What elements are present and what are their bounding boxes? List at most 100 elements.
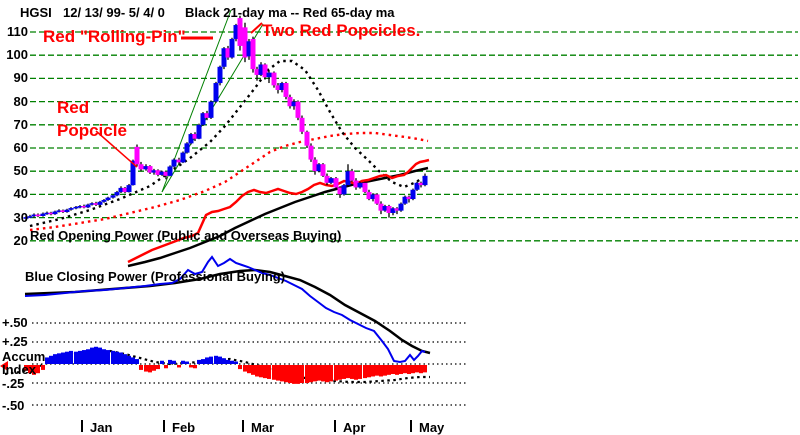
accum-bar xyxy=(214,355,218,364)
candle-body xyxy=(386,206,392,213)
month-tick-apr xyxy=(334,420,336,432)
candle-body xyxy=(44,212,50,215)
opening-power-line xyxy=(127,158,430,264)
accum-bar xyxy=(367,365,371,378)
candle-body xyxy=(35,214,41,217)
candle-body xyxy=(328,178,334,183)
candle-body xyxy=(262,64,268,78)
opening-power-label: Red Opening Power (Public and Overseas B… xyxy=(30,228,341,243)
candle-body xyxy=(362,182,368,193)
candle-body xyxy=(320,164,326,176)
accum-bar xyxy=(28,365,32,374)
accum-bar xyxy=(148,365,152,373)
candle-body xyxy=(159,171,165,175)
accum-bar xyxy=(379,365,383,377)
accum-bar xyxy=(399,365,403,375)
accum-bar xyxy=(317,365,321,381)
accum-bar xyxy=(57,353,61,364)
candle-body xyxy=(382,206,388,211)
candle-body xyxy=(275,85,281,90)
accum-bar xyxy=(209,356,213,364)
accum-bar xyxy=(160,360,164,364)
accum-bar xyxy=(230,360,234,364)
accum-bar xyxy=(284,365,288,383)
candle-body xyxy=(130,160,136,186)
price-tick-40: 40 xyxy=(14,186,28,201)
accum-bar xyxy=(346,365,350,379)
candle-body xyxy=(188,134,194,144)
accum-bar xyxy=(94,346,98,364)
candle-body xyxy=(225,48,231,58)
candle-body xyxy=(279,83,285,90)
accum-bar xyxy=(90,347,94,364)
candle-body xyxy=(221,48,227,67)
accum-bar xyxy=(98,347,102,364)
candle-body xyxy=(171,159,177,167)
accum-bar xyxy=(111,350,115,364)
indicator-line-layer xyxy=(0,9,431,384)
price-tick-80: 80 xyxy=(14,94,28,109)
accum-bar xyxy=(115,351,119,364)
candle-body xyxy=(167,166,173,176)
month-tick-mar xyxy=(242,420,244,432)
accum-bar xyxy=(403,365,407,374)
accum-bar xyxy=(371,365,375,377)
accum-bar xyxy=(82,350,86,364)
candle-body xyxy=(52,211,58,215)
accum-bar xyxy=(296,365,300,384)
accum-bar xyxy=(375,365,379,376)
accum-bar xyxy=(313,365,317,382)
month-tick-jan xyxy=(81,420,83,432)
accum-bar xyxy=(300,365,304,384)
candle-body xyxy=(398,203,404,211)
annotation-pointer-2 xyxy=(250,22,263,34)
candle-body xyxy=(105,197,111,200)
month-label-jan: Jan xyxy=(90,420,112,435)
candle-body xyxy=(410,189,416,200)
candle-body xyxy=(349,171,355,181)
accum-bar xyxy=(358,365,362,379)
accum-index-label-line1: Accum xyxy=(2,349,45,364)
candle-body xyxy=(180,152,186,163)
accum-bar xyxy=(415,365,419,373)
closing-power-line xyxy=(24,255,426,364)
accum-bar xyxy=(338,365,342,380)
accum-bar xyxy=(363,365,367,379)
candle-body xyxy=(258,64,264,75)
accum-bar xyxy=(32,365,36,375)
red-popcicle-annotation-line2: Popcicle xyxy=(57,121,127,140)
candle-body xyxy=(73,206,79,209)
gridline-layer xyxy=(30,31,798,406)
accum-bar xyxy=(135,359,139,364)
two-popcicles-annotation: Two Red Popcicles. xyxy=(262,21,420,40)
ma-legend: Black 21-day ma -- Red 65-day ma xyxy=(185,5,395,20)
annotation-pointer-layer xyxy=(95,22,263,168)
candle-body xyxy=(250,38,256,70)
candle-body xyxy=(242,27,248,58)
accum-bar xyxy=(102,349,106,364)
accum-bar xyxy=(329,365,333,382)
candle-body xyxy=(337,187,343,195)
candle-body xyxy=(357,182,363,188)
candle-body xyxy=(60,210,66,213)
candle-body xyxy=(353,180,359,188)
month-label-apr: Apr xyxy=(343,420,365,435)
accum-bar xyxy=(193,365,197,369)
ma65-dotted-line xyxy=(29,131,429,232)
accum-bar xyxy=(238,365,242,370)
accum-bar xyxy=(78,350,82,364)
candle-body xyxy=(316,164,322,172)
accum-bar xyxy=(234,361,238,364)
candle-body xyxy=(93,203,99,205)
candle-body xyxy=(271,72,277,86)
candle-body xyxy=(233,25,239,39)
candle-body xyxy=(204,113,210,118)
accum-bar xyxy=(354,365,358,380)
candle-body xyxy=(299,117,305,132)
accum-bar xyxy=(263,365,267,379)
candle-body xyxy=(56,210,62,212)
accum-bar xyxy=(205,357,209,364)
accum-tick-plus25: +.25 xyxy=(2,334,28,349)
candle-body xyxy=(110,195,116,198)
